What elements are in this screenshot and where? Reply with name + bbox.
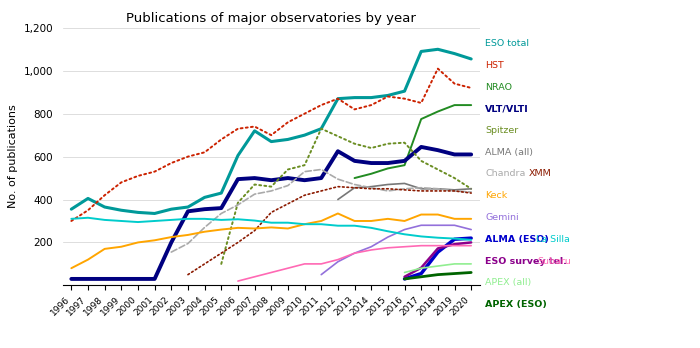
Text: Chandra: Chandra (485, 169, 526, 179)
Text: Subaru: Subaru (538, 256, 571, 266)
Text: VLT/VLTI: VLT/VLTI (485, 104, 528, 113)
Y-axis label: No. of publications: No. of publications (8, 105, 18, 208)
Text: La Silla: La Silla (536, 235, 570, 244)
Text: HST: HST (485, 61, 504, 70)
Text: ALMA (ESO): ALMA (ESO) (485, 235, 549, 244)
Text: Spitzer: Spitzer (485, 126, 518, 135)
Text: Keck: Keck (485, 191, 508, 200)
Text: ESO survey tel.: ESO survey tel. (485, 256, 567, 266)
Text: NRAO: NRAO (485, 82, 512, 92)
Text: ESO total: ESO total (485, 39, 529, 48)
Text: XMM: XMM (528, 169, 551, 179)
Text: APEX (ESO): APEX (ESO) (485, 300, 547, 309)
Text: ALMA (all): ALMA (all) (485, 148, 533, 157)
Text: APEX (all): APEX (all) (485, 278, 531, 287)
Text: Gemini: Gemini (485, 213, 519, 222)
Title: Publications of major observatories by year: Publications of major observatories by y… (126, 12, 416, 25)
